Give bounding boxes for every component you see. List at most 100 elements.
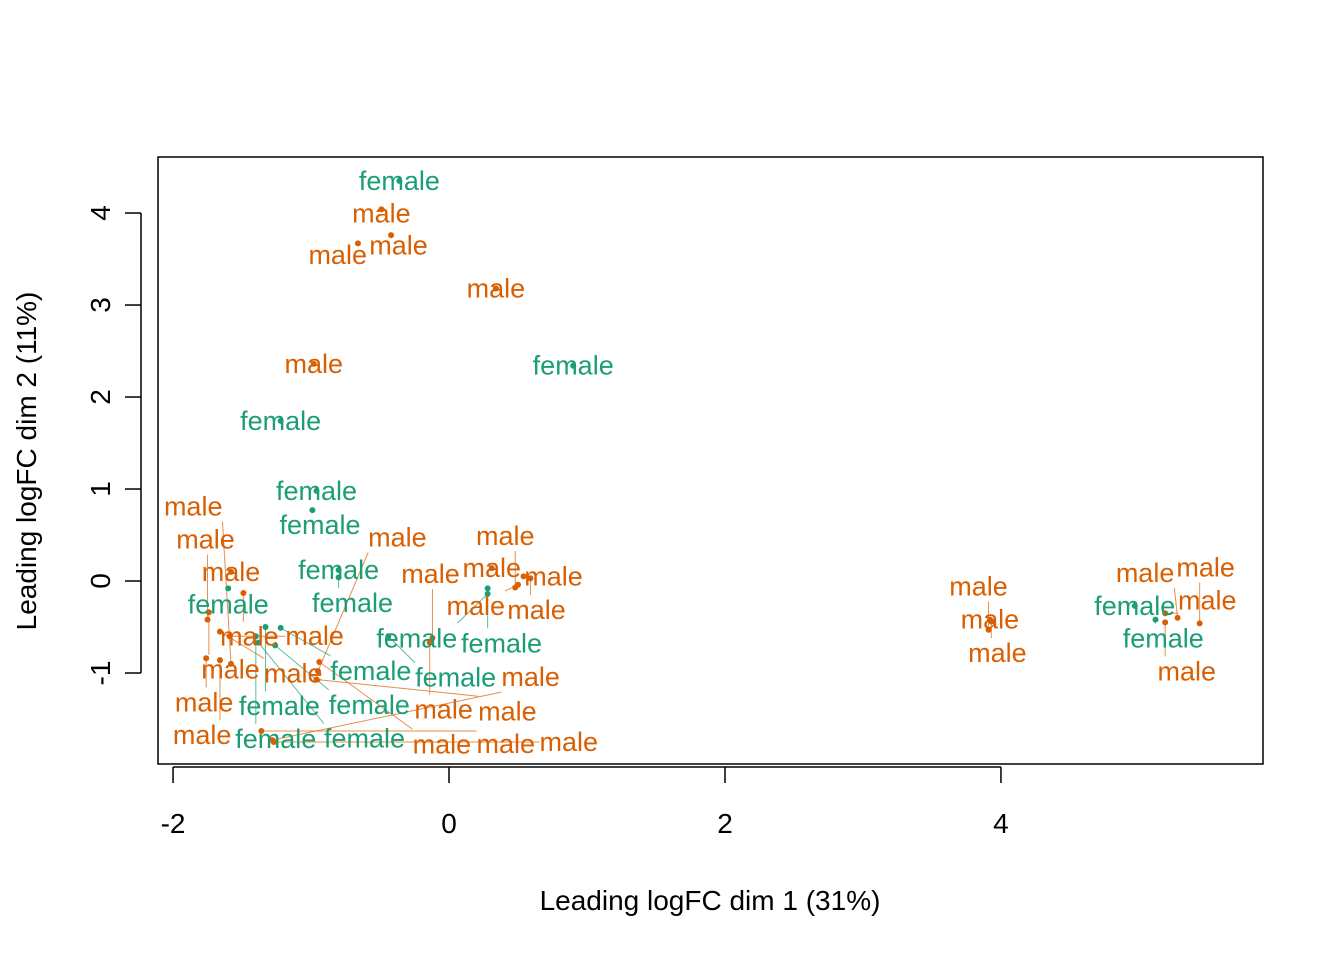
- point-marker-male: [985, 626, 992, 633]
- point-label-female: female: [235, 724, 316, 754]
- x-tick-label: 0: [441, 808, 457, 839]
- point-marker-female: [396, 177, 403, 184]
- y-tick-label: 1: [85, 481, 116, 497]
- point-label-female: female: [280, 510, 361, 540]
- leader-line: [319, 661, 413, 730]
- point-marker-female: [255, 639, 262, 646]
- point-marker-male: [204, 616, 211, 623]
- point-marker-female: [309, 507, 316, 514]
- point-marker-female: [262, 624, 269, 631]
- point-label-male: male: [285, 621, 344, 651]
- leader-line: [272, 691, 502, 741]
- point-marker-male: [313, 676, 320, 683]
- point-label-male: male: [175, 687, 234, 717]
- point-label-male: male: [369, 230, 428, 260]
- point-marker-male: [1174, 614, 1181, 621]
- point-label-male: male: [501, 662, 560, 692]
- point-marker-male: [216, 628, 223, 635]
- point-marker-female: [484, 590, 491, 597]
- point-marker-male: [310, 360, 317, 367]
- point-marker-female: [335, 574, 342, 581]
- leader-line: [456, 593, 488, 624]
- point-marker-male: [492, 285, 499, 292]
- point-marker-female: [252, 633, 259, 640]
- point-marker-male: [216, 657, 223, 664]
- point-label-female: female: [415, 663, 496, 693]
- point-marker-male: [520, 573, 527, 580]
- point-label-female: female: [533, 351, 614, 381]
- point-marker-female: [277, 624, 284, 631]
- point-label-female: female: [324, 724, 405, 754]
- point-label-male: male: [173, 720, 232, 750]
- point-label-female: female: [376, 623, 457, 653]
- x-tick-label: 2: [717, 808, 733, 839]
- point-label-male: male: [507, 595, 566, 625]
- point-marker-female: [335, 566, 342, 573]
- point-label-male: male: [961, 605, 1020, 635]
- point-label-male: male: [164, 492, 223, 522]
- point-marker-female: [225, 585, 232, 592]
- point-label-male: male: [476, 521, 535, 551]
- point-label-male: male: [401, 559, 460, 589]
- point-label-male: male: [968, 638, 1027, 668]
- leader-line: [280, 627, 331, 657]
- point-label-female: female: [330, 656, 411, 686]
- leader-line: [317, 552, 369, 672]
- point-label-male: male: [1158, 656, 1217, 686]
- point-marker-female: [1152, 616, 1159, 623]
- point-marker-male: [512, 584, 519, 591]
- point-marker-male: [314, 668, 321, 675]
- plot-frame: [157, 156, 1264, 765]
- point-marker-male: [203, 655, 210, 662]
- point-marker-female: [484, 585, 491, 592]
- point-marker-female: [313, 487, 320, 494]
- point-marker-male: [270, 739, 277, 746]
- point-label-male: male: [949, 572, 1008, 602]
- point-label-male: male: [368, 523, 427, 553]
- point-marker-female: [385, 633, 392, 640]
- point-label-male: male: [463, 553, 522, 583]
- x-axis: -2 0 2 4: [161, 766, 1009, 839]
- point-marker-male: [1162, 610, 1169, 617]
- point-markers: [203, 177, 1203, 746]
- x-axis-label: Leading logFC dim 1 (31%): [540, 885, 881, 916]
- point-label-male: male: [467, 273, 526, 303]
- leader-line: [316, 678, 479, 697]
- leader-line: [387, 635, 416, 664]
- point-label-male: male: [308, 240, 367, 270]
- y-tick-label: 3: [85, 297, 116, 313]
- point-marker-male: [988, 618, 995, 625]
- point-label-male: male: [1178, 586, 1237, 616]
- point-marker-male: [316, 658, 323, 665]
- point-label-male: male: [264, 658, 323, 688]
- point-label-male: male: [1116, 558, 1175, 588]
- point-marker-male: [429, 635, 436, 642]
- point-label-female: female: [359, 166, 440, 196]
- leader-line: [274, 645, 330, 691]
- point-label-male: male: [540, 727, 599, 757]
- point-label-female: female: [239, 691, 320, 721]
- point-marker-female: [570, 362, 577, 369]
- point-label-male: male: [176, 525, 235, 555]
- point-label-female: female: [298, 555, 379, 585]
- point-label-male: male: [414, 695, 473, 725]
- leader-line: [221, 521, 232, 664]
- point-marker-male: [227, 568, 234, 575]
- point-label-female: female: [461, 628, 542, 658]
- y-tick-label: 4: [85, 205, 116, 221]
- y-axis-label: Leading logFC dim 2 (11%): [11, 292, 42, 631]
- point-marker-male: [205, 609, 212, 616]
- point-label-male: male: [477, 729, 536, 759]
- point-label-female: female: [312, 588, 393, 618]
- y-tick-label: 2: [85, 389, 116, 405]
- point-label-male: male: [220, 622, 279, 652]
- point-label-female: female: [1123, 624, 1204, 654]
- point-marker-male: [1196, 620, 1203, 627]
- leader-line: [1173, 587, 1179, 618]
- point-label-female: female: [188, 589, 269, 619]
- point-marker-male: [227, 660, 234, 667]
- x-tick-label: 4: [993, 808, 1009, 839]
- point-marker-male: [226, 633, 233, 640]
- point-marker-male: [426, 639, 433, 646]
